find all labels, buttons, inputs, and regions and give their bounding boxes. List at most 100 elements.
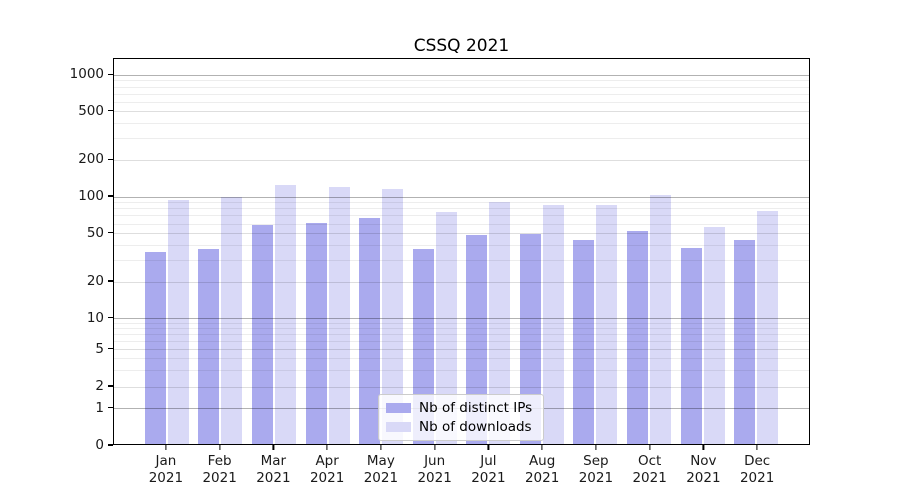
bar-aug-nb-of-distinct-ips xyxy=(519,233,541,444)
bar-group-jul xyxy=(461,59,515,444)
bar-may-nb-of-downloads xyxy=(382,189,404,444)
x-slot-jul: Jul 2021 xyxy=(462,445,516,500)
y-tick-label-50: 50 xyxy=(86,224,104,241)
x-slot-nov: Nov 2021 xyxy=(677,445,731,500)
y-tick-mark-200 xyxy=(108,158,113,160)
bar-mar-nb-of-distinct-ips xyxy=(251,224,273,444)
x-axis: Jan 2021 Feb 2021 Mar 2021 Apr 2021 May 2021 Jun 20… xyxy=(139,445,784,500)
y-tick-label-20: 20 xyxy=(86,273,104,289)
y-tick-label-200: 200 xyxy=(78,151,104,168)
bar-apr-nb-of-downloads xyxy=(328,187,350,444)
x-tick-mark-mar xyxy=(272,445,274,450)
y-tick-label-10: 10 xyxy=(86,309,104,326)
x-tick-mark-may xyxy=(380,445,382,450)
bar-dec-nb-of-downloads xyxy=(757,210,779,444)
y-tick-mark-100 xyxy=(108,195,113,197)
bar-nov-nb-of-distinct-ips xyxy=(680,247,702,444)
x-tick-mark-jan xyxy=(165,445,167,450)
x-tick-label-oct: Oct 2021 xyxy=(632,453,667,486)
x-tick-label-jul: Jul 2021 xyxy=(471,453,506,486)
y-tick-mark-500 xyxy=(108,110,113,112)
x-tick-mark-feb xyxy=(219,445,221,450)
x-tick-mark-oct xyxy=(649,445,651,450)
x-tick-label-nov: Nov 2021 xyxy=(686,453,721,486)
x-slot-oct: Oct 2021 xyxy=(623,445,677,500)
y-tick-mark-1 xyxy=(108,406,113,409)
bar-jun-nb-of-downloads xyxy=(435,211,457,444)
bar-oct-nb-of-distinct-ips xyxy=(626,230,648,444)
legend-label: Nb of distinct IPs xyxy=(419,399,533,416)
bar-sep-nb-of-distinct-ips xyxy=(573,239,595,444)
bar-nov-nb-of-downloads xyxy=(703,226,725,444)
x-slot-may: May 2021 xyxy=(354,445,408,500)
bar-aug-nb-of-downloads xyxy=(542,204,564,444)
x-tick-label-jan: Jan 2021 xyxy=(148,453,184,486)
legend: Nb of distinct IPs Nb of downloads xyxy=(378,394,544,441)
y-tick-label-100: 100 xyxy=(78,188,104,204)
y-tick-label-0: 0 xyxy=(95,437,104,453)
y-tick-mark-50 xyxy=(108,232,113,234)
y-tick-label-500: 500 xyxy=(78,102,104,119)
x-slot-aug: Aug 2021 xyxy=(515,445,569,500)
y-tick-mark-0 xyxy=(108,444,113,446)
bar-group-sep xyxy=(569,59,623,444)
legend-row-nb-of-distinct-ips: Nb of distinct IPs xyxy=(386,399,536,416)
x-slot-dec: Dec 2021 xyxy=(730,445,784,500)
y-tick-mark-1000 xyxy=(108,73,113,75)
bar-group-nov xyxy=(676,59,730,444)
bar-feb-nb-of-distinct-ips xyxy=(198,249,220,444)
x-slot-mar: Mar 2021 xyxy=(247,445,301,500)
bar-jul-nb-of-distinct-ips xyxy=(466,235,488,444)
x-tick-label-dec: Dec 2021 xyxy=(739,453,775,486)
x-tick-label-aug: Aug 2021 xyxy=(524,453,560,486)
y-tick-mark-2 xyxy=(108,385,113,387)
x-tick-label-apr: Apr 2021 xyxy=(309,453,345,486)
plot-area: Nb of distinct IPs Nb of downloads xyxy=(113,58,810,445)
bar-feb-nb-of-downloads xyxy=(221,197,243,444)
bar-may-nb-of-distinct-ips xyxy=(359,217,381,444)
bar-group-mar xyxy=(247,59,301,444)
x-tick-label-feb: Feb 2021 xyxy=(202,453,237,486)
bar-group-may xyxy=(354,59,408,444)
x-tick-mark-jul xyxy=(487,445,489,450)
bar-group-dec xyxy=(729,59,783,444)
y-tick-label-1000: 1000 xyxy=(69,66,104,83)
y-tick-mark-10 xyxy=(108,316,113,319)
x-slot-jun: Jun 2021 xyxy=(408,445,462,500)
chart-title: CSSQ 2021 xyxy=(413,36,510,56)
y-tick-mark-5 xyxy=(108,347,113,350)
x-slot-sep: Sep 2021 xyxy=(569,445,623,500)
legend-label: Nb of downloads xyxy=(419,418,532,435)
x-slot-apr: Apr 2021 xyxy=(300,445,354,500)
x-tick-mark-jun xyxy=(434,445,436,450)
x-tick-mark-dec xyxy=(756,445,758,450)
x-tick-mark-sep xyxy=(595,445,597,450)
bar-jan-nb-of-downloads xyxy=(167,200,189,444)
x-slot-feb: Feb 2021 xyxy=(193,445,247,500)
x-tick-label-may: May 2021 xyxy=(363,453,399,486)
bar-group-jan xyxy=(140,59,194,444)
bar-jul-nb-of-downloads xyxy=(489,202,511,444)
x-slot-jan: Jan 2021 xyxy=(139,445,193,500)
y-axis: 0 1 2 5 10 20 50 100 200 500 1000 xyxy=(0,0,113,500)
bar-sep-nb-of-downloads xyxy=(596,204,618,444)
bar-dec-nb-of-distinct-ips xyxy=(734,239,756,444)
bars-layer xyxy=(114,59,809,444)
legend-row-nb-of-downloads: Nb of downloads xyxy=(386,418,536,435)
bar-mar-nb-of-downloads xyxy=(274,184,296,444)
legend-swatch xyxy=(386,421,411,432)
bar-group-aug xyxy=(515,59,569,444)
bar-group-oct xyxy=(622,59,676,444)
x-tick-label-jun: Jun 2021 xyxy=(417,453,452,486)
bar-apr-nb-of-distinct-ips xyxy=(305,222,327,444)
bar-group-jun xyxy=(408,59,462,444)
x-tick-mark-aug xyxy=(541,445,543,450)
x-tick-label-mar: Mar 2021 xyxy=(256,453,291,486)
bar-group-apr xyxy=(301,59,355,444)
x-tick-label-sep: Sep 2021 xyxy=(578,453,614,486)
y-tick-label-2: 2 xyxy=(95,378,104,394)
bar-group-feb xyxy=(194,59,248,444)
x-tick-mark-nov xyxy=(702,445,704,450)
legend-swatch xyxy=(386,402,411,413)
